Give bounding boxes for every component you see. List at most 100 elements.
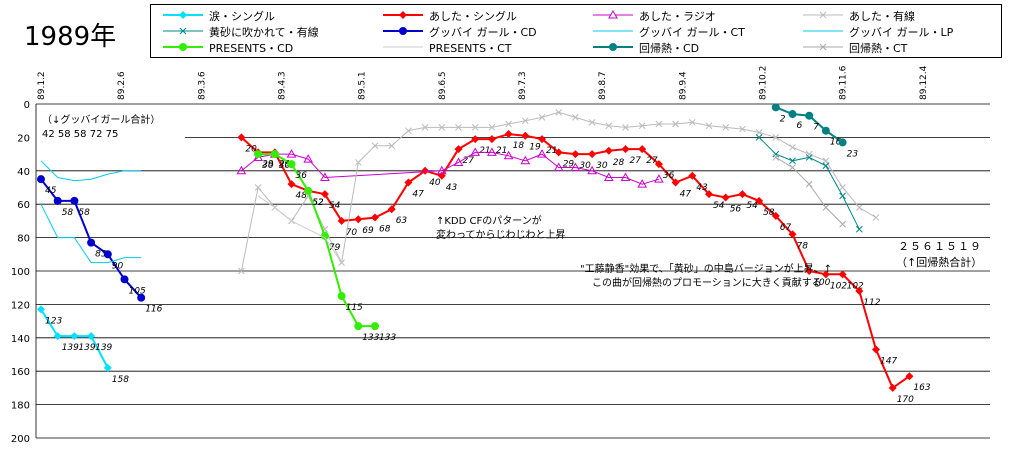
annotation-kaikinetsu-total: （↑回帰熱合計） bbox=[896, 256, 983, 269]
data-label: 6 bbox=[797, 121, 803, 131]
data-point bbox=[638, 122, 646, 130]
data-point bbox=[789, 157, 796, 165]
annotation-goodbye-girl-total: （↓グッバイガール合計） bbox=[42, 115, 161, 126]
data-point bbox=[503, 150, 514, 160]
legend-marker bbox=[819, 43, 827, 51]
data-point bbox=[654, 160, 663, 169]
data-label: 30 bbox=[579, 161, 591, 171]
data-point bbox=[470, 147, 481, 156]
x-tick-label: 89.4.3 bbox=[277, 71, 287, 100]
data-point bbox=[404, 178, 413, 187]
data-point bbox=[672, 120, 679, 128]
x-tick-label: 89.5.1 bbox=[358, 71, 368, 100]
data-label: 54 bbox=[329, 201, 341, 211]
legend-marker bbox=[179, 27, 187, 35]
data-point bbox=[838, 138, 847, 147]
data-point bbox=[354, 215, 363, 224]
annotation-kudo-1: "工藤静香"効果で、「黄砂」の中島バージョンが上昇、↑ bbox=[580, 264, 832, 275]
data-point bbox=[436, 165, 447, 175]
data-label: 69 bbox=[362, 226, 374, 236]
legend-marker bbox=[609, 43, 617, 51]
series-line bbox=[257, 195, 343, 263]
series-line bbox=[258, 153, 375, 328]
x-tick-label: 89.10.2 bbox=[758, 66, 768, 100]
y-tick-label: 200 bbox=[11, 434, 30, 445]
data-point bbox=[872, 345, 880, 354]
data-label: 139 bbox=[78, 343, 95, 353]
data-point bbox=[103, 250, 112, 259]
data-point bbox=[755, 134, 763, 141]
data-point bbox=[605, 122, 613, 130]
data-label: 58 bbox=[62, 208, 74, 218]
data-label: 68 bbox=[379, 225, 391, 235]
legend-marker bbox=[399, 11, 407, 19]
series-line bbox=[775, 156, 843, 225]
data-point bbox=[705, 190, 713, 199]
data-point bbox=[805, 150, 813, 158]
data-point bbox=[320, 231, 329, 240]
data-point bbox=[471, 124, 479, 131]
data-point bbox=[538, 135, 546, 144]
data-point bbox=[37, 175, 45, 184]
data-point bbox=[839, 220, 846, 228]
y-tick-labels: 0 20 40 60 80 100 120 140 160 180 200 bbox=[11, 100, 30, 445]
series-5: 45 58 58 83 90 105 116 bbox=[37, 175, 163, 315]
data-label: 115 bbox=[346, 303, 363, 313]
data-point bbox=[555, 108, 563, 116]
data-point bbox=[487, 147, 497, 156]
series-7 bbox=[40, 203, 142, 264]
x-tick-label: 89.12.4 bbox=[919, 65, 929, 100]
data-point bbox=[320, 190, 329, 199]
data-point bbox=[655, 120, 663, 128]
series-11 bbox=[772, 154, 846, 228]
legend-label: PRESENTS・CD bbox=[209, 42, 294, 55]
data-point bbox=[805, 180, 813, 188]
data-point bbox=[521, 117, 529, 125]
legend-label: 回帰熱・CT bbox=[849, 42, 908, 55]
legend-swatch bbox=[383, 46, 423, 48]
data-point bbox=[688, 119, 696, 126]
data-label: 163 bbox=[913, 383, 930, 393]
annotation-kaikinetsu-values: ２５６１５１９ bbox=[898, 240, 982, 253]
data-point bbox=[772, 134, 780, 141]
data-label: 21 bbox=[496, 146, 507, 156]
data-point bbox=[788, 230, 797, 239]
data-label: 43 bbox=[696, 183, 708, 193]
data-point bbox=[821, 270, 830, 279]
data-point bbox=[789, 164, 796, 171]
data-label: 21 bbox=[546, 146, 557, 156]
data-label: 45 bbox=[45, 186, 57, 196]
data-point bbox=[137, 293, 146, 302]
y-tick-label: 100 bbox=[11, 267, 30, 278]
data-label: 58 bbox=[78, 208, 90, 218]
data-point bbox=[504, 130, 513, 139]
data-point bbox=[70, 196, 79, 205]
data-label: 67 bbox=[780, 223, 792, 233]
data-label: 20 bbox=[245, 144, 257, 154]
data-label: 21 bbox=[479, 146, 490, 156]
data-label: 29 bbox=[279, 159, 291, 169]
data-label: 29 bbox=[262, 159, 274, 169]
y-tick-label: 140 bbox=[11, 334, 30, 345]
legend-swatch bbox=[593, 30, 633, 32]
legend-swatch bbox=[803, 30, 843, 32]
data-point bbox=[70, 332, 79, 341]
data-label: 16 bbox=[830, 138, 842, 148]
data-point bbox=[603, 172, 614, 181]
data-point bbox=[588, 119, 596, 126]
data-point bbox=[236, 165, 247, 175]
data-label: 116 bbox=[145, 305, 162, 315]
legend-label: 黄砂に吹かれて・有線 bbox=[209, 26, 319, 39]
data-point bbox=[487, 135, 496, 144]
y-tick-label: 160 bbox=[11, 367, 30, 378]
data-point bbox=[337, 292, 346, 301]
data-point bbox=[538, 114, 546, 121]
data-label: 170 bbox=[897, 395, 914, 405]
x-tick-label: 89.6.5 bbox=[438, 71, 448, 100]
legend-label: あした・有線 bbox=[849, 10, 915, 23]
data-label: 139 bbox=[62, 343, 79, 353]
data-label: 30 bbox=[279, 161, 291, 171]
data-point bbox=[621, 145, 630, 154]
data-label: 133 bbox=[379, 333, 396, 343]
data-label: 47 bbox=[412, 189, 424, 199]
